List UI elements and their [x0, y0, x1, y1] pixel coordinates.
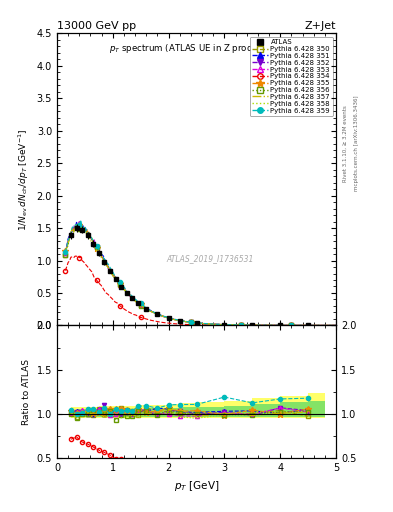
Text: 13000 GeV pp: 13000 GeV pp	[57, 21, 136, 31]
Text: Z+Jet: Z+Jet	[305, 21, 336, 31]
X-axis label: $p_T$ [GeV]: $p_T$ [GeV]	[174, 479, 219, 493]
Y-axis label: $1/N_{\rm ev}\,dN_{\rm ch}/dp_T\;[\rm GeV^{-1}]$: $1/N_{\rm ev}\,dN_{\rm ch}/dp_T\;[\rm Ge…	[17, 128, 31, 230]
Text: mcplots.cern.ch [arXiv:1306.3436]: mcplots.cern.ch [arXiv:1306.3436]	[354, 96, 359, 191]
Text: Rivet 3.1.10, ≥ 3.2M events: Rivet 3.1.10, ≥ 3.2M events	[343, 105, 348, 182]
Text: $p_T$ spectrum (ATLAS UE in Z production): $p_T$ spectrum (ATLAS UE in Z production…	[110, 42, 283, 55]
Text: ATLAS_2019_I1736531: ATLAS_2019_I1736531	[167, 254, 254, 263]
Y-axis label: Ratio to ATLAS: Ratio to ATLAS	[22, 359, 31, 425]
Legend: ATLAS, Pythia 6.428 350, Pythia 6.428 351, Pythia 6.428 352, Pythia 6.428 353, P: ATLAS, Pythia 6.428 350, Pythia 6.428 35…	[250, 37, 332, 116]
